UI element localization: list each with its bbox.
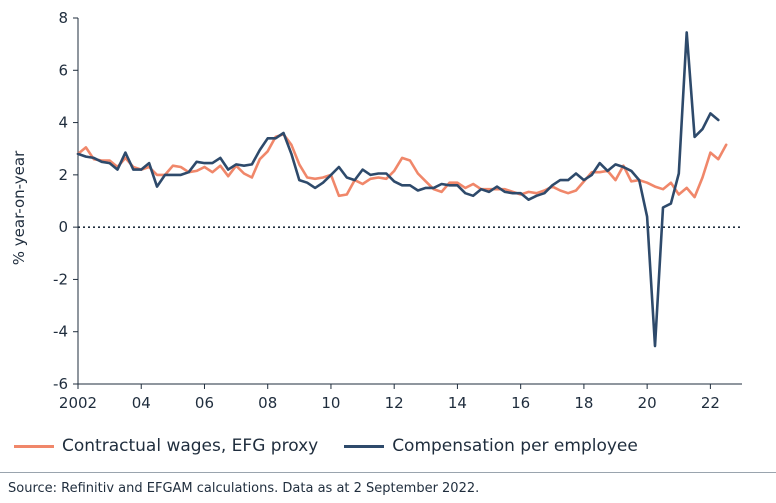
y-tick-label: 4 — [58, 114, 68, 132]
x-tick-label: 08 — [258, 394, 277, 412]
x-tick-label: 20 — [638, 394, 657, 412]
axes — [73, 17, 742, 389]
y-tick-label: 8 — [58, 9, 68, 27]
legend-swatch-comp — [344, 444, 385, 448]
x-tick-label: 18 — [574, 394, 593, 412]
legend-swatch-wages — [14, 444, 54, 448]
y-tick-label: 6 — [58, 61, 68, 79]
series-layer — [76, 31, 728, 348]
y-tick-label: 2 — [58, 166, 68, 184]
legend-label-wages: Contractual wages, EFG proxy — [62, 436, 319, 456]
y-tick-label: 0 — [58, 218, 68, 236]
x-tick-label: 2002 — [59, 394, 97, 412]
y-tick-label: -2 — [53, 270, 68, 288]
series-line-compensation — [76, 31, 720, 348]
y-tick-label: -4 — [53, 323, 68, 341]
x-tick-label: 22 — [701, 394, 720, 412]
x-tick-label: 12 — [385, 394, 404, 412]
x-tick-label: 16 — [511, 394, 530, 412]
x-tick-label: 06 — [195, 394, 214, 412]
x-tick-label: 14 — [448, 394, 467, 412]
source-note: Source: Refinitiv and EFGAM calculations… — [8, 481, 480, 496]
legend-label-comp: Compensation per employee — [392, 436, 638, 456]
series-line-wages — [76, 133, 728, 199]
legend-item-comp: Compensation per employee — [344, 436, 638, 456]
y-axis-title: % year-on-year — [10, 150, 28, 265]
legend-item-wages: Contractual wages, EFG proxy — [14, 436, 318, 456]
legend: Contractual wages, EFG proxy Compensatio… — [14, 436, 664, 456]
footer-divider — [0, 472, 776, 473]
x-tick-label: 10 — [321, 394, 340, 412]
y-tick-label: -6 — [53, 375, 68, 393]
x-tick-label: 04 — [132, 394, 151, 412]
